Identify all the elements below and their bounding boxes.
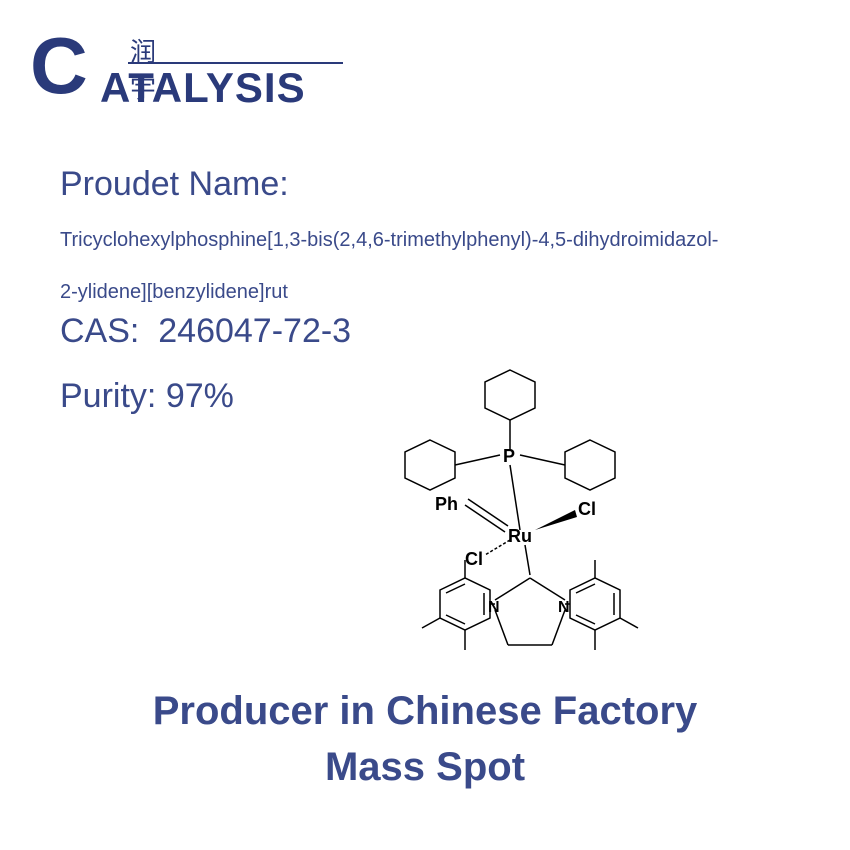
- purity-value: 97%: [166, 377, 234, 415]
- footer-text: Producer in Chinese Factory Mass Spot: [0, 683, 850, 795]
- structure-svg: P Ph Ru Cl Cl N N: [310, 360, 740, 700]
- cas-label: CAS:: [60, 312, 139, 350]
- logo-atalysis-text: ATALYSIS: [100, 64, 306, 112]
- atom-p: P: [503, 446, 515, 466]
- cas-row: CAS: 246047-72-3: [60, 312, 790, 351]
- product-name-line1: Tricyclohexylphosphine[1,3-bis(2,4,6-tri…: [60, 224, 790, 256]
- footer-line1: Producer in Chinese Factory: [0, 683, 850, 739]
- product-name-line2: 2-ylidene][benzylidene]rut: [60, 276, 790, 308]
- logo: C 润宇 ATALYSIS: [30, 20, 86, 112]
- atom-cl2: Cl: [465, 549, 483, 569]
- purity-label: Purity:: [60, 377, 156, 415]
- chemical-structure: P Ph Ru Cl Cl N N: [310, 360, 740, 700]
- logo-letter-c: C: [30, 20, 86, 112]
- atom-n1: N: [488, 599, 500, 616]
- atom-ph: Ph: [435, 494, 458, 514]
- footer-line2: Mass Spot: [0, 739, 850, 795]
- product-name-label: Proudet Name:: [60, 165, 790, 204]
- cas-value: 246047-72-3: [158, 312, 351, 350]
- atom-n2: N: [558, 599, 570, 616]
- atom-ru: Ru: [508, 526, 532, 546]
- atom-cl1: Cl: [578, 499, 596, 519]
